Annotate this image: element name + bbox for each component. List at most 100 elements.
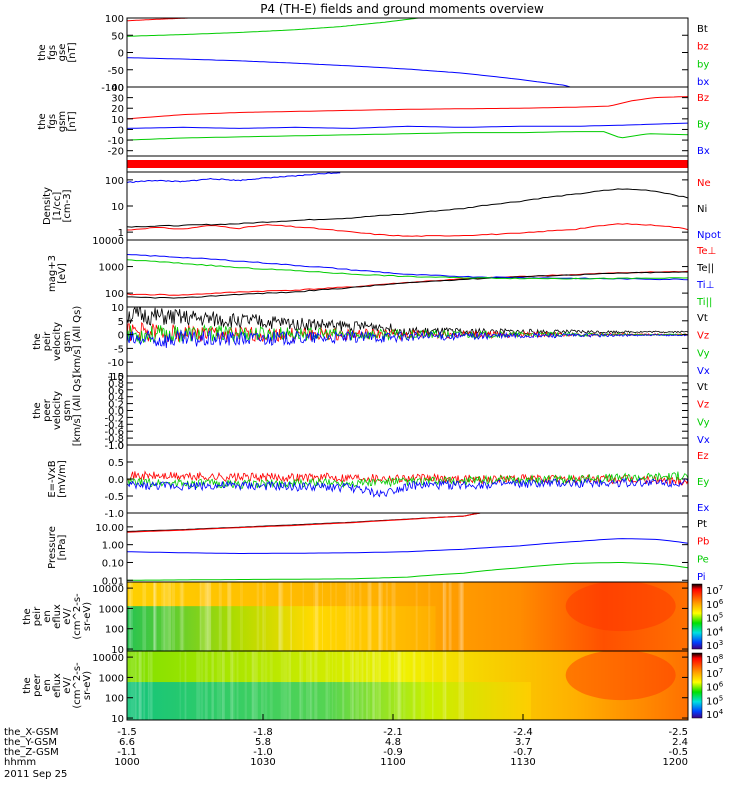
series-Bz-line [127, 96, 688, 120]
legend-Vx: Vx [697, 366, 710, 377]
y-tick-label: -5 [114, 344, 124, 355]
y-tick-label: 100 [105, 694, 124, 705]
y-axis-label: thepeirenefluxeV/(cm^2-s-sr-eV) [22, 593, 93, 640]
series-Ne-line [127, 223, 688, 237]
y-tick-label: 0.8 [108, 379, 124, 390]
y-tick-label: 10 [111, 714, 124, 725]
panel-frame [126, 375, 689, 446]
footer-row-label: hhmm [4, 757, 36, 768]
footer-value: -2.4 [513, 727, 533, 738]
colorbar-label: 108 [706, 653, 723, 666]
y-axis-label: Density[1/cc][cm-3] [42, 187, 73, 225]
panel-frame [126, 650, 689, 721]
panel-frame [126, 86, 689, 157]
y-tick-label: 10000 [92, 236, 124, 247]
chart-title: P4 (TH-E) fields and ground moments over… [260, 2, 544, 16]
y-tick-label: 1000 [99, 673, 124, 684]
series-Pi-line [127, 538, 688, 554]
legend-Pb: Pb [697, 537, 709, 548]
panel-2-plot [127, 160, 688, 168]
y-axis-label: E=-VxB[mV/m] [47, 460, 68, 498]
legend-Ex: Ex [697, 503, 709, 514]
legend-bz: bz [697, 42, 709, 53]
panel-frame [126, 171, 689, 241]
footer-value: 6.6 [119, 737, 135, 748]
panel-frame [126, 512, 689, 583]
series-Ni-line [127, 188, 688, 228]
y-tick-label: 0.0 [108, 475, 124, 486]
footer-row-label: the_Y-GSM [4, 737, 57, 748]
legend-Pi: Pi [697, 572, 706, 583]
y-tick-label: -15 [108, 372, 124, 383]
legend-Vx: Vx [697, 435, 710, 446]
legend-Bz: Bz [697, 93, 709, 104]
footer-value: 1000 [114, 757, 139, 768]
legend-Vy: Vy [697, 348, 710, 359]
y-tick-label: 0 [118, 331, 124, 342]
footer-value: -1.8 [253, 727, 273, 738]
footer-value: -1.5 [117, 727, 137, 738]
y-tick-label: -20 [108, 147, 124, 158]
y-tick-label: 0.6 [108, 386, 124, 397]
y-tick-label: 1.0 [108, 372, 124, 383]
spectrogram-low-energy [127, 682, 531, 720]
panel-8: 10.00 1.00 0.10 0.01 Pressure[nPa] Pt Pb Pe Pi [47, 512, 709, 587]
series-Ey-line [127, 471, 688, 489]
colorbar-label: 103 [706, 639, 723, 652]
red-bar-mark [127, 160, 688, 168]
footer-value: -0.7 [513, 747, 533, 758]
spectrogram-low-energy [127, 606, 436, 651]
y-tick-label: 100 [105, 14, 124, 25]
footer-value: 1100 [380, 757, 405, 768]
panel-frame [126, 17, 689, 88]
colorbar-label: 105 [706, 694, 723, 707]
series-Vx-line [127, 329, 688, 348]
colorbar-label: 106 [706, 681, 724, 694]
legend-Ez: Ez [697, 451, 709, 462]
footer-row-label: the_Z-GSM [4, 747, 59, 758]
panel-10-plot [127, 651, 688, 720]
y-tick-label: -0.4 [104, 420, 124, 431]
y-tick-label: -10 [108, 136, 124, 147]
y-axis-label: thefgsgsm[nT] [37, 111, 78, 132]
footer-value: -1.0 [253, 747, 273, 758]
y-tick-label: -0.8 [104, 434, 124, 445]
legend-Vt: Vt [697, 382, 708, 393]
series-bx-line [127, 57, 571, 87]
footer-value: 1030 [250, 757, 275, 768]
legend-Te⊥: Te⊥ [696, 246, 716, 257]
legend-Bx: Bx [697, 146, 710, 157]
y-axis-label: Pressure[nPa] [47, 526, 68, 569]
legend-Ey: Ey [697, 477, 709, 488]
legend-Npot: Npot [697, 230, 721, 241]
panel-4: 10000 1000 100 mag+3[eV] Te⊥ Te|| Ti⊥ Ti|| [47, 236, 716, 308]
y-tick-label: 30 [111, 94, 124, 105]
colorbar-label: 104 [706, 625, 724, 638]
y-tick-label: 100 [105, 176, 124, 187]
footer-row-label: the_X-GSM [4, 727, 58, 738]
legend-Bt: Bt [697, 24, 708, 35]
y-tick-label: 0.0 [108, 407, 124, 418]
y-tick-label: 5 [118, 317, 124, 328]
y-tick-label: 10 [111, 202, 124, 213]
y-axis-label: mag+3[eV] [47, 255, 68, 292]
panel-9-plot [127, 582, 688, 651]
legend-Pt: Pt [697, 519, 707, 530]
y-tick-label: 0 [118, 49, 124, 60]
y-tick-label: 10000 [92, 653, 124, 664]
y-tick-label: 20 [111, 104, 124, 115]
panel-2 [126, 155, 689, 173]
panel-5: 10 5 0 -5 -10 -15 thepeirvelocitygsm[km/s] (Al… [32, 303, 710, 383]
series-Pe-line [127, 562, 688, 581]
panel-3-plot [127, 172, 688, 237]
legend-by: by [697, 59, 709, 70]
panel-3: 100 10 1 Density[1/cc][cm-3] Ne Ni Npot [42, 171, 721, 241]
series-Ti||-line [127, 259, 688, 280]
y-tick-label: 100 [105, 625, 124, 636]
colorbar-label: 106 [706, 598, 724, 611]
y-tick-label: 1.00 [102, 541, 124, 552]
legend-bx: bx [697, 77, 709, 88]
